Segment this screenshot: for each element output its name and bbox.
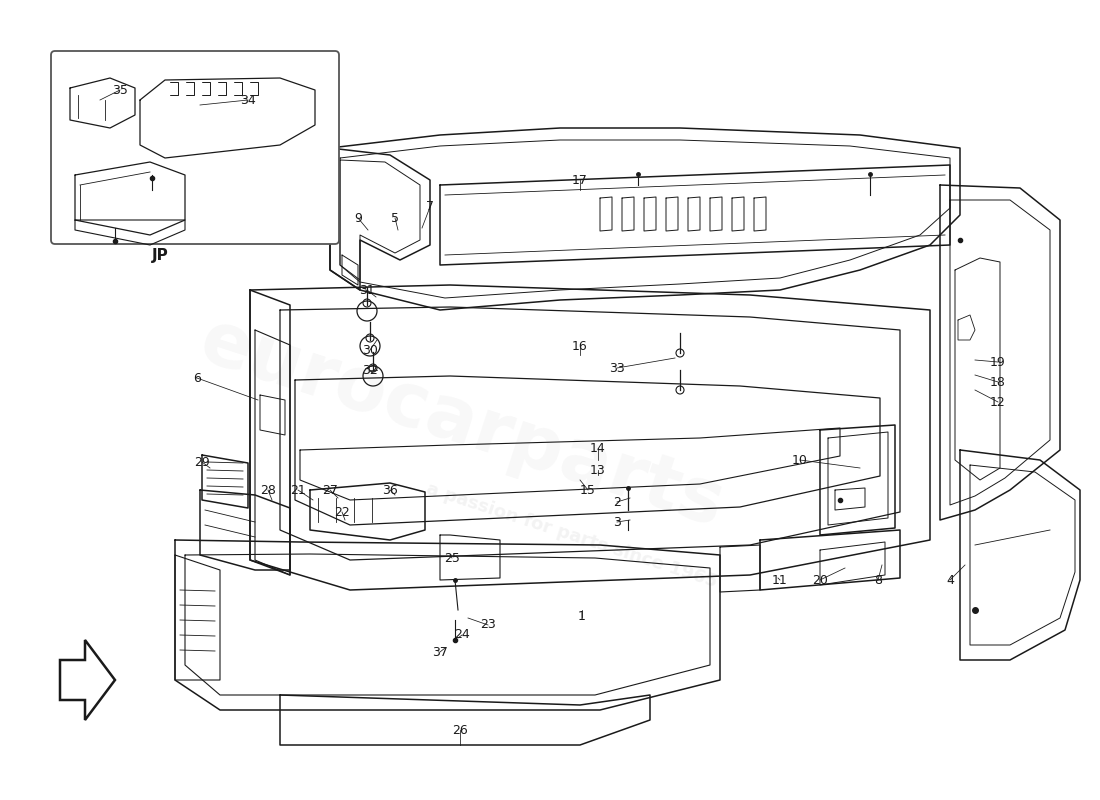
- Text: 34: 34: [240, 94, 256, 106]
- Text: 29: 29: [194, 455, 210, 469]
- Text: 14: 14: [590, 442, 606, 454]
- Text: JP: JP: [152, 248, 168, 263]
- Text: 21: 21: [290, 483, 306, 497]
- Text: 26: 26: [452, 723, 468, 737]
- Text: 33: 33: [609, 362, 625, 374]
- Text: 37: 37: [432, 646, 448, 658]
- Text: eurocarparts: eurocarparts: [190, 305, 734, 543]
- Text: 30: 30: [362, 343, 378, 357]
- Text: 13: 13: [590, 463, 606, 477]
- Text: 15: 15: [580, 483, 596, 497]
- Text: 32: 32: [362, 363, 378, 377]
- Text: 25: 25: [444, 551, 460, 565]
- Text: 24: 24: [454, 629, 470, 642]
- Text: 28: 28: [260, 483, 276, 497]
- Text: 27: 27: [322, 483, 338, 497]
- Text: 20: 20: [812, 574, 828, 586]
- Text: 9: 9: [354, 211, 362, 225]
- Text: 31: 31: [359, 283, 375, 297]
- Text: 2: 2: [613, 495, 620, 509]
- Text: 3: 3: [613, 515, 620, 529]
- Text: 23: 23: [480, 618, 496, 631]
- Text: 18: 18: [990, 375, 1005, 389]
- Text: 4: 4: [946, 574, 954, 586]
- Text: 6: 6: [194, 371, 201, 385]
- FancyBboxPatch shape: [51, 51, 339, 244]
- Text: 22: 22: [334, 506, 350, 518]
- Text: 11: 11: [772, 574, 788, 586]
- Text: 12: 12: [990, 395, 1005, 409]
- Polygon shape: [60, 640, 116, 720]
- Text: a passion for parts since 1965: a passion for parts since 1965: [425, 480, 719, 592]
- Text: 35: 35: [112, 83, 128, 97]
- Text: 17: 17: [572, 174, 587, 186]
- Text: 16: 16: [572, 341, 587, 354]
- Text: 1: 1: [579, 610, 586, 623]
- Text: 36: 36: [382, 483, 398, 497]
- Text: 8: 8: [874, 574, 882, 586]
- Text: 19: 19: [990, 355, 1005, 369]
- Text: 5: 5: [390, 211, 399, 225]
- Text: 7: 7: [426, 201, 434, 214]
- Text: 10: 10: [792, 454, 807, 466]
